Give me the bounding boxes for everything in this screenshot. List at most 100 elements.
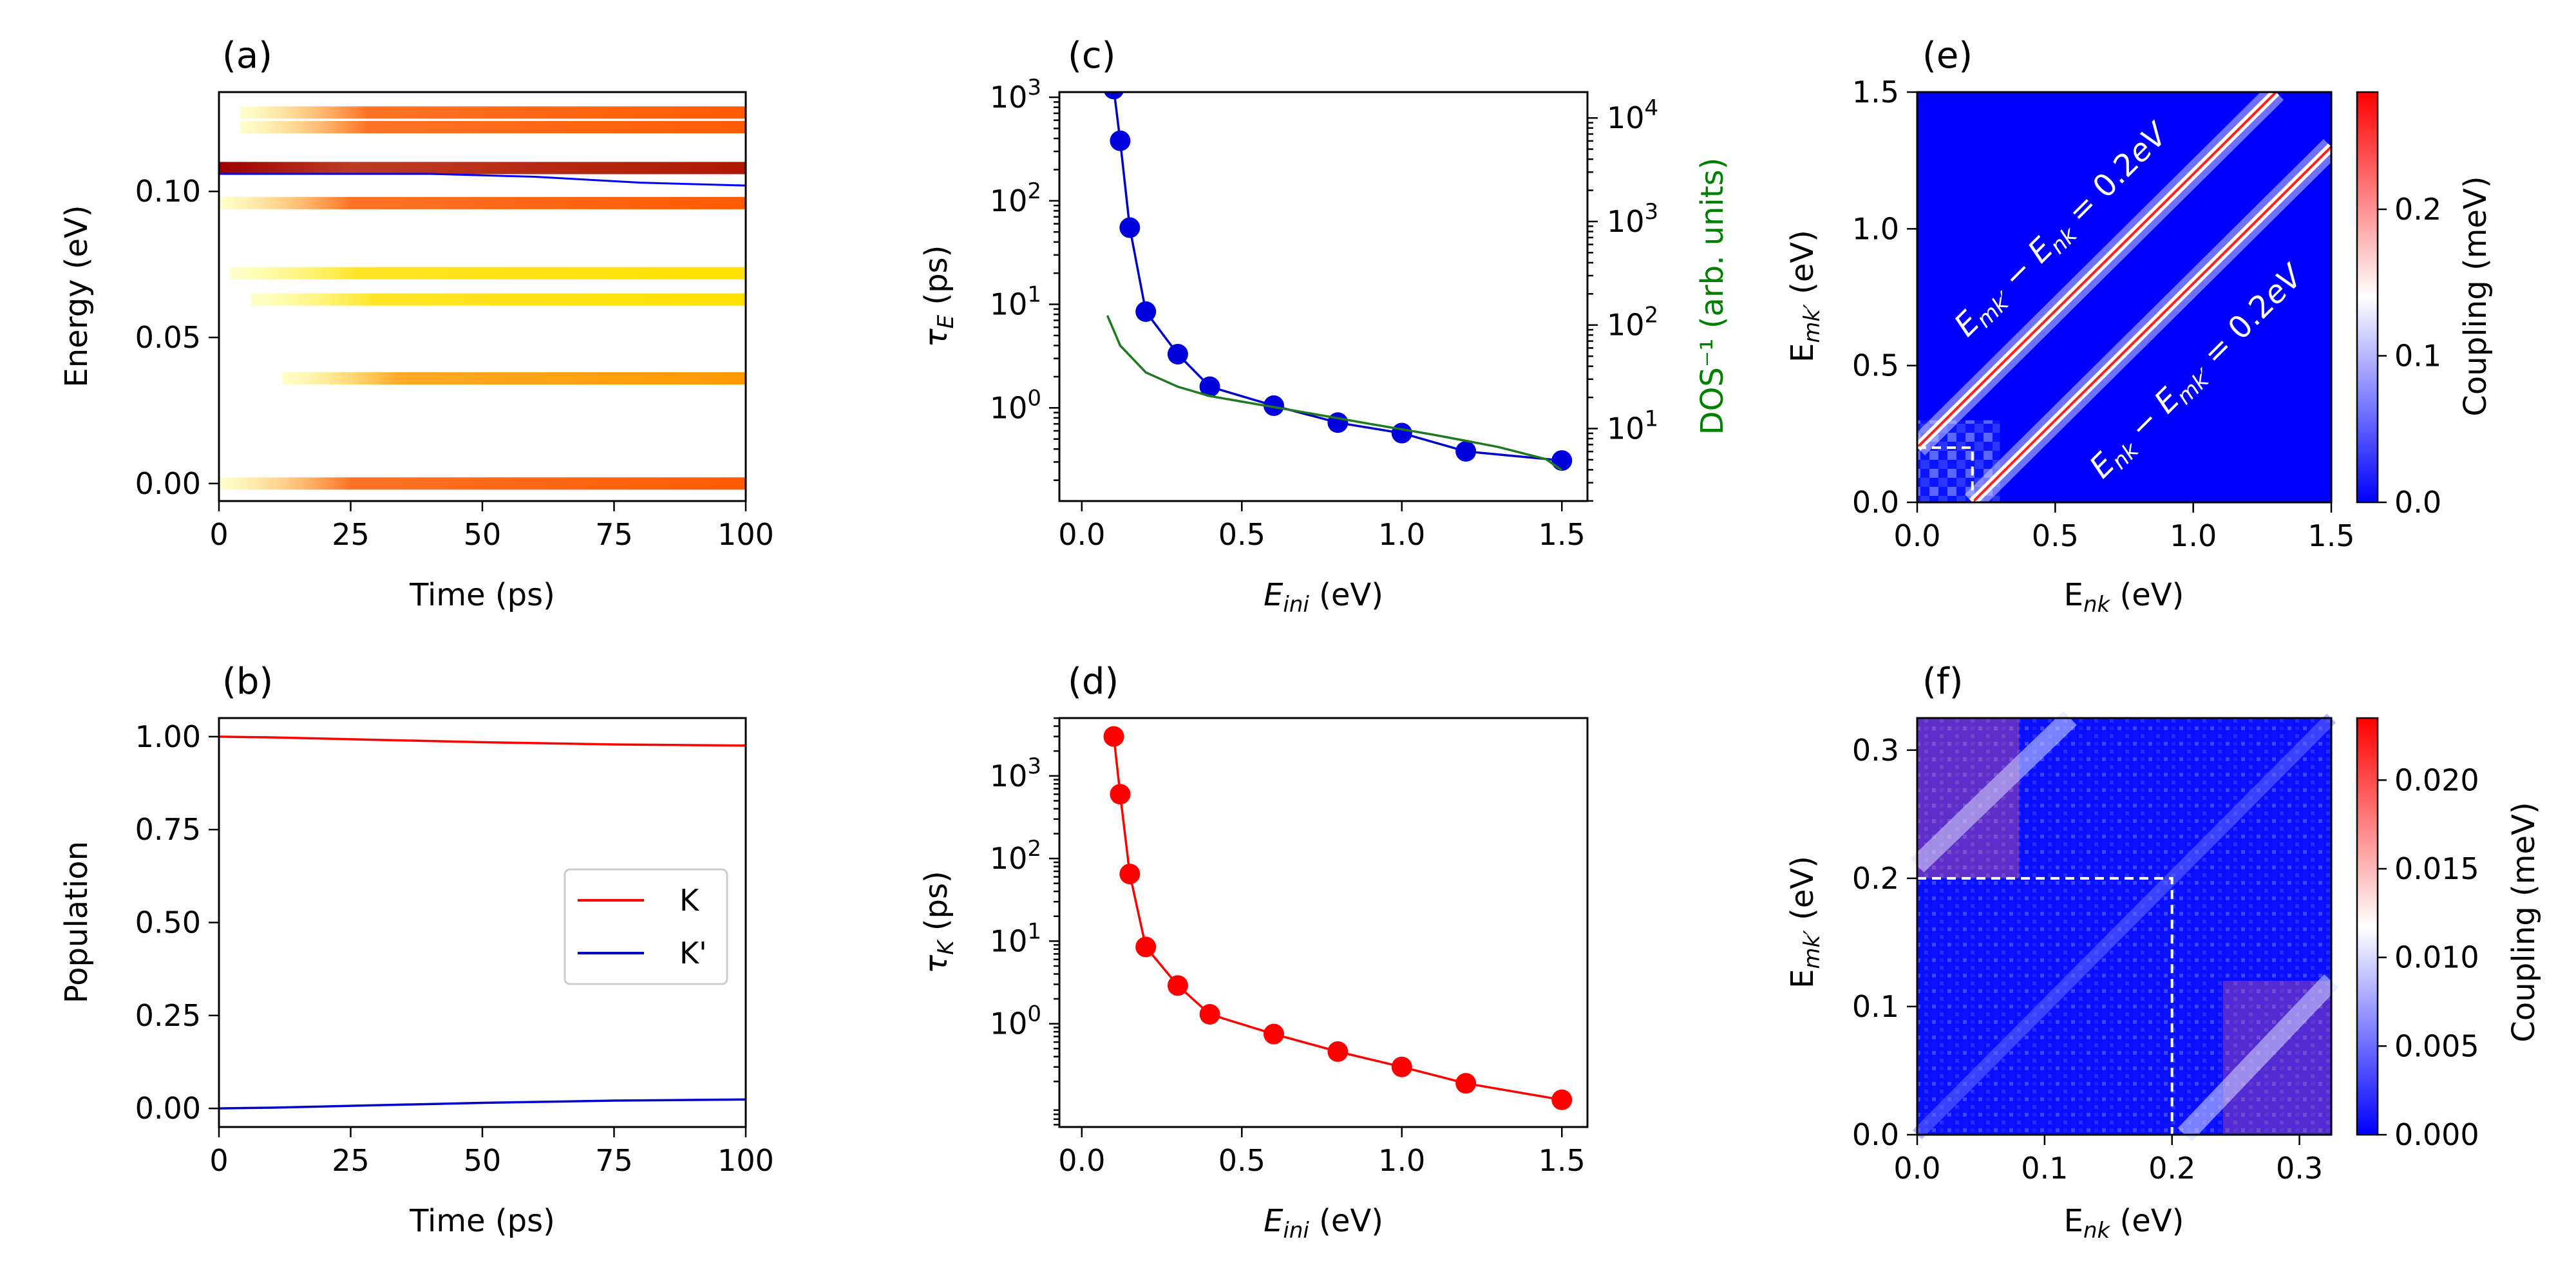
panel-c-ylabel: τE (ps)	[918, 245, 959, 348]
panel-d-data-point	[1551, 1089, 1573, 1110]
panel-c-right-ytick-label: 104	[1607, 95, 1658, 135]
panel-a-xlabel: Time (ps)	[409, 577, 555, 613]
panel-c-ytick-label: 100	[990, 385, 1041, 425]
panel-a-ytick-label: 0.00	[135, 466, 201, 501]
panel-b-xtick-label: 75	[595, 1143, 633, 1178]
panel-d-data-point	[1391, 1056, 1412, 1077]
panel-a-energy-level	[219, 162, 746, 175]
panel-b-xlabel: Time (ps)	[409, 1203, 555, 1239]
panel-e-band-core	[1971, 146, 2331, 502]
panel-label-b: (b)	[222, 661, 273, 703]
panel-b-legend: K K'	[564, 868, 728, 985]
panel-f-ytick-label: 0.1	[1852, 989, 1899, 1024]
panel-c-ytick-label: 101	[990, 282, 1041, 322]
panel-b-population-plot: 0 25 50 75 100 0.00 0.25 0.50 0.75 1.00 K K'	[135, 717, 774, 1178]
panel-c-data-point	[1263, 395, 1284, 416]
panel-f-xtick-label: 0.0	[1893, 1151, 1940, 1186]
panel-b-ytick-label: 0.25	[135, 998, 201, 1033]
panel-label-a: (a)	[222, 35, 272, 77]
panel-f-band-lower	[2177, 974, 2338, 1142]
panel-f-xtick-label: 0.2	[2148, 1151, 2195, 1186]
panel-f-coupling-map-zoom: 0.0 0.1 0.2 0.3 0.0 0.1 0.2 0.3 0.000 0.005 0.010 0…	[1852, 711, 2479, 1186]
panel-f-ytick-label: 0.2	[1852, 861, 1899, 896]
panel-e-ytick-label: 0.5	[1852, 348, 1899, 383]
panel-d-tau-k-plot: 0.0 0.5 1.0 1.5 100 101 102 103	[990, 717, 1589, 1178]
panel-d-frame	[1058, 717, 1589, 1128]
panel-a-xtick-label: 25	[332, 517, 370, 552]
panel-c-ylabel-right: DOS⁻¹ (arb. units)	[1694, 158, 1730, 435]
panel-e-ylabel: Emk′ (eV)	[1785, 230, 1825, 363]
panel-e-coupling-map: 0.0 0.5 1.0 1.5 0.0 0.5 1.0 1.5 0.0 0.1 0.2	[1852, 75, 2441, 553]
panel-c-data-point	[1199, 376, 1220, 397]
panel-d-xtick-label: 0.0	[1058, 1143, 1105, 1178]
panel-a-energy-level	[219, 477, 746, 490]
panel-label-d: (d)	[1068, 661, 1119, 703]
panel-f-dashed-box	[1917, 876, 2174, 1135]
panel-c-tau-line	[1113, 92, 1562, 462]
panel-c-dos-line	[1106, 315, 1563, 471]
panel-b-legend-label: K	[679, 883, 700, 918]
panel-a-ytick-label: 0.10	[135, 174, 201, 209]
panel-f-colorbar-label: Coupling (meV)	[2506, 802, 2542, 1042]
panel-a-xtick-label: 75	[595, 517, 633, 552]
panel-e-xlabel: Enk (eV)	[2064, 577, 2184, 618]
panel-label-c: (c)	[1068, 35, 1115, 77]
panel-f-colorbar-tick-label: 0.000	[2394, 1117, 2479, 1152]
panel-e-colorbar-label: Coupling (meV)	[2458, 176, 2494, 416]
panel-a-xtick-label: 50	[464, 517, 502, 552]
panel-b-legend-label: K'	[679, 936, 707, 971]
panel-e-ytick-label: 1.5	[1852, 75, 1899, 109]
panel-c-data-point	[1167, 343, 1188, 365]
panel-c-ytick-label: 102	[990, 178, 1041, 218]
panel-f-colorbar	[2356, 717, 2379, 1136]
panel-f-colorbar-tick-label: 0.005	[2394, 1028, 2479, 1063]
panel-d-ylabel: τK (ps)	[918, 871, 959, 973]
panel-b-ytick-label: 0.50	[135, 905, 201, 940]
panel-e-dashed-box	[1917, 446, 1974, 502]
panel-b-ytick-label: 0.00	[135, 1091, 201, 1126]
panel-d-data-point	[1110, 784, 1131, 805]
panel-label-f: (f)	[1922, 661, 1963, 703]
panel-c-xtick-label: 1.5	[1539, 517, 1586, 552]
panel-e-colorbar-tick-label: 0.2	[2394, 192, 2441, 227]
panel-f-colorbar-tick-label: 0.015	[2394, 851, 2479, 886]
panel-e-colorbar-tick-label: 0.1	[2394, 339, 2441, 374]
panel-a-energy-level	[240, 120, 746, 133]
panel-b-series-line	[219, 735, 746, 747]
panel-a-energy-heatmap: 0 25 50 75 100 0.00 0.05 0.10	[135, 91, 774, 552]
panel-c-frame	[1058, 91, 1589, 502]
panel-d-data-point	[1455, 1073, 1477, 1094]
panel-f-xtick-label: 0.1	[2021, 1151, 2068, 1186]
panel-c-data-point	[1551, 450, 1573, 471]
panel-c-data-point	[1119, 217, 1141, 238]
panel-b-xtick-label: 0	[209, 1143, 228, 1178]
panel-f-xtick-label: 0.3	[2276, 1151, 2323, 1186]
panel-e-xtick-label: 0.0	[1893, 518, 1940, 553]
panel-f-ytick-label: 0.0	[1852, 1117, 1899, 1152]
panel-c-xtick-label: 0.0	[1058, 517, 1105, 552]
panel-a-energy-level	[219, 196, 746, 209]
panel-a-ylabel: Energy (eV)	[59, 205, 95, 387]
panel-e-band-core	[1917, 92, 2277, 449]
panel-e-xtick-label: 1.5	[2307, 518, 2354, 553]
panel-f-xlabel: Enk (eV)	[2064, 1203, 2184, 1244]
panel-d-ytick-label: 101	[990, 918, 1041, 958]
panel-b-ylabel: Population	[59, 841, 95, 1003]
panel-d-xtick-label: 0.5	[1218, 1143, 1265, 1178]
panel-d-ytick-label: 102	[990, 836, 1041, 876]
panel-label-e: (e)	[1922, 35, 1973, 77]
panel-c-tau-e-plot: 0.0 0.5 1.0 1.5 100 101 102 103 101 102 103 104	[990, 75, 1658, 552]
panel-c-data-point	[1327, 412, 1349, 433]
panel-f-ylabel: Emk′ (eV)	[1785, 856, 1825, 989]
panel-f-band-upper	[1910, 711, 2077, 873]
panel-e-colorbar-tick-label: 0.0	[2394, 485, 2441, 520]
panel-c-ytick-label: 103	[990, 75, 1041, 115]
panel-e-ytick-label: 0.0	[1852, 485, 1899, 520]
panel-a-energy-level	[251, 293, 746, 306]
panel-e-colorbar	[2356, 91, 2379, 504]
panel-b-series-line	[219, 1098, 746, 1110]
panel-d-ytick-label: 100	[990, 1001, 1041, 1041]
panel-c-xlabel: Eini (eV)	[1264, 577, 1383, 618]
panel-d-data-point	[1199, 1004, 1220, 1025]
